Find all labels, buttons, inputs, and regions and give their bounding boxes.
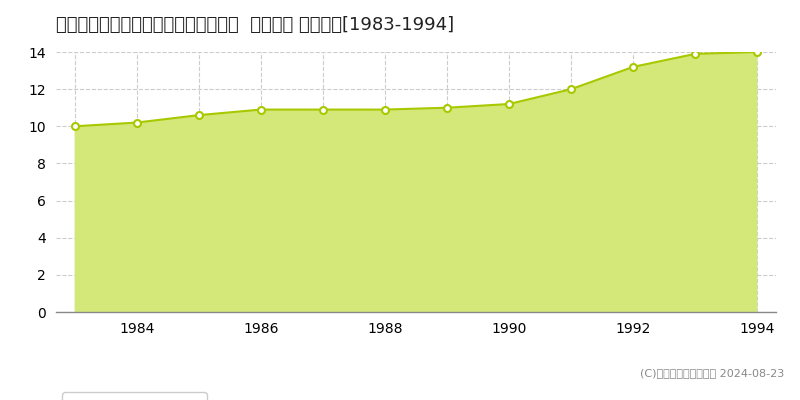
- Legend: 地価公示 平均坪単価(万円/坪): 地価公示 平均坪単価(万円/坪): [62, 392, 206, 400]
- Text: (C)土地価格ドットコム 2024-08-23: (C)土地価格ドットコム 2024-08-23: [640, 368, 784, 378]
- Text: 鳥取県鳥取市湖山町西２丁目３５６番  地価公示 地価推移[1983-1994]: 鳥取県鳥取市湖山町西２丁目３５６番 地価公示 地価推移[1983-1994]: [56, 16, 454, 34]
